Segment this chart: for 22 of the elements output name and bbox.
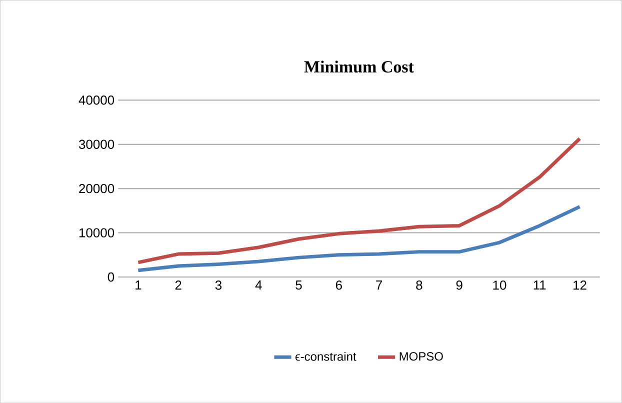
chart-title: Minimum Cost bbox=[304, 60, 414, 73]
line-series bbox=[136, 204, 582, 272]
x-tick-label: 4 bbox=[255, 280, 262, 290]
x-tick-label: 12 bbox=[574, 280, 586, 290]
legend-label: ϵ-constraint bbox=[295, 352, 356, 361]
x-tick-label: 3 bbox=[215, 280, 222, 290]
x-tick-label: 5 bbox=[296, 280, 302, 290]
y-tick-label: 10000 bbox=[79, 228, 114, 238]
x-tick-label: 9 bbox=[456, 280, 462, 290]
y-tick-label: 20000 bbox=[79, 184, 114, 194]
x-tick-label: 2 bbox=[175, 280, 182, 290]
line-series bbox=[136, 136, 582, 264]
x-tick-label: 8 bbox=[416, 280, 422, 290]
x-tick-label: 10 bbox=[493, 280, 506, 290]
y-tick-label: 40000 bbox=[78, 95, 114, 105]
x-tick-label: 1 bbox=[136, 280, 142, 290]
x-tick-label: 7 bbox=[376, 280, 382, 290]
x-tick-label: 6 bbox=[336, 280, 342, 290]
y-tick-label: 0 bbox=[108, 272, 114, 282]
x-tick-label: 11 bbox=[534, 280, 546, 290]
legend-label: MOPSO bbox=[400, 352, 443, 361]
y-tick-label: 30000 bbox=[78, 140, 114, 149]
